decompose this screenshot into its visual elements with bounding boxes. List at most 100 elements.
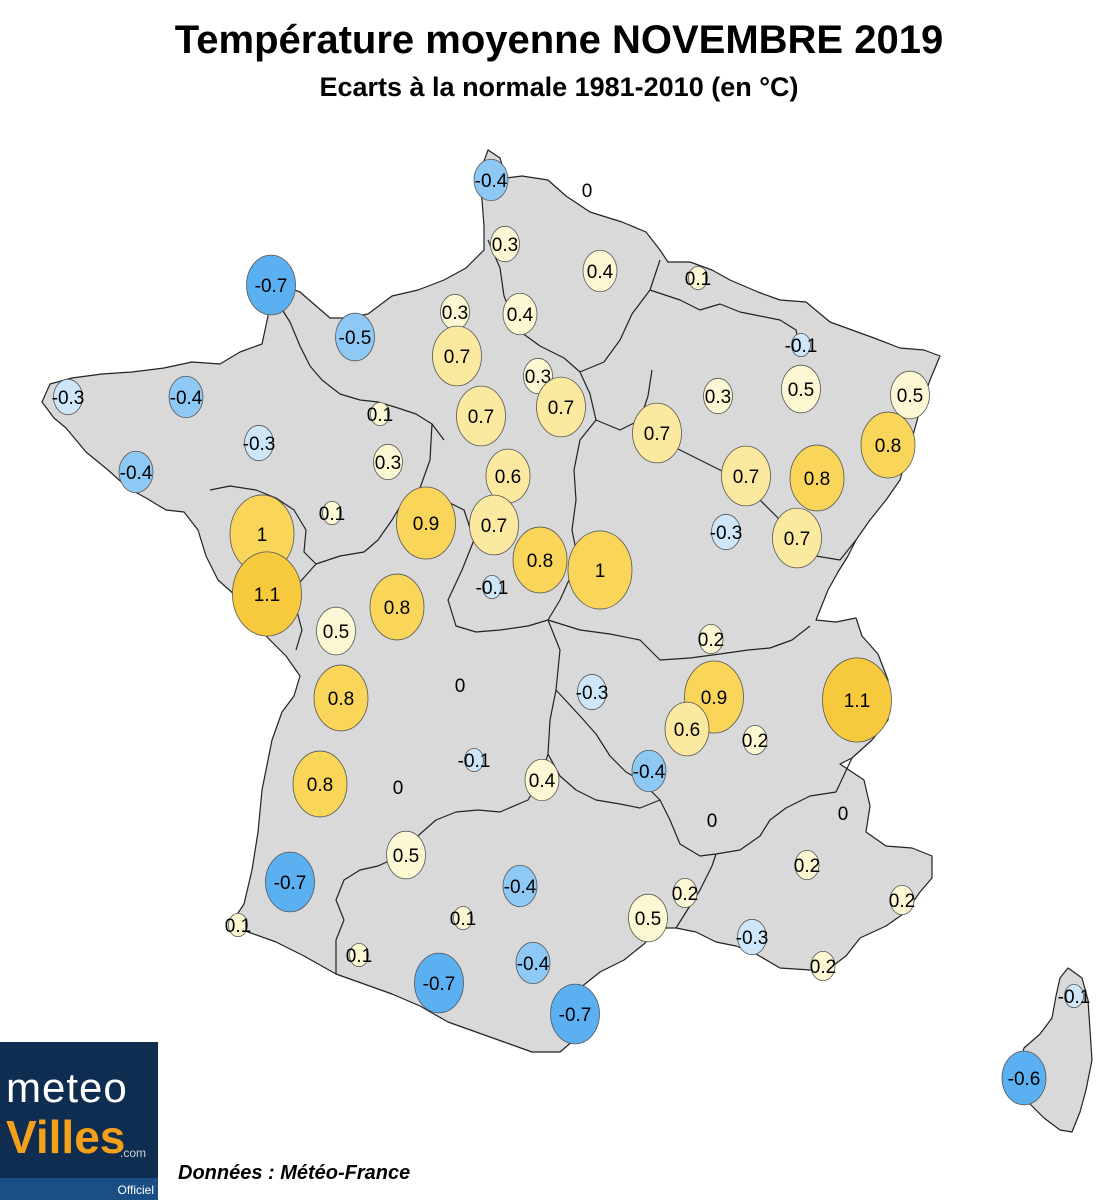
station-marker: 0	[707, 811, 718, 832]
station-value-label: -0.1	[785, 336, 818, 357]
station-bubble	[453, 906, 473, 930]
station-bubble	[118, 450, 154, 494]
station-marker: 1	[567, 530, 633, 610]
station-bubble	[265, 851, 315, 913]
station-value-label: -0.3	[736, 928, 769, 949]
station-bubble	[721, 445, 771, 507]
station-marker: -0.7	[550, 983, 600, 1045]
station-marker: 1.1	[822, 657, 892, 743]
station-marker: 0.2	[889, 884, 915, 916]
station-marker: 0.7	[469, 494, 519, 556]
station-value-label: 0.7	[468, 407, 494, 428]
station-marker: 0.5	[890, 370, 930, 420]
station-value-label: 0.2	[810, 957, 836, 978]
station-bubble	[737, 918, 767, 956]
station-marker: -0.7	[265, 851, 315, 913]
station-value-label: 0.1	[319, 504, 345, 525]
station-bubble	[386, 830, 426, 880]
station-bubble	[53, 378, 83, 416]
mainland-france	[41, 149, 941, 1053]
station-bubble	[502, 292, 538, 336]
station-value-label: 0.8	[875, 436, 901, 457]
station-bubble	[432, 325, 482, 387]
station-bubble	[414, 952, 464, 1014]
station-value-label: 0.7	[644, 424, 670, 445]
station-bubble	[396, 486, 456, 560]
station-marker: 0	[582, 181, 593, 202]
station-value-label: 0.7	[784, 529, 810, 550]
station-bubble	[292, 750, 348, 818]
station-bubble	[810, 950, 836, 982]
station-bubble	[550, 983, 600, 1045]
logo-meteo-text: meteo	[6, 1064, 128, 1111]
station-value-label: 0.1	[346, 946, 372, 967]
station-bubble	[456, 385, 506, 447]
station-bubble	[632, 402, 682, 464]
station-value-label: -0.7	[559, 1005, 592, 1026]
station-value-label: 0.2	[794, 856, 820, 877]
station-value-label: -0.7	[255, 276, 288, 297]
station-value-label: -0.4	[170, 388, 203, 409]
station-marker: -0.4	[502, 864, 538, 908]
station-bubble	[711, 513, 741, 551]
station-marker: 0.3	[440, 293, 470, 331]
station-marker: 0.2	[698, 623, 724, 655]
map-title: Température moyenne NOVEMBRE 2019	[174, 18, 944, 62]
station-bubble	[524, 758, 560, 802]
station-marker: 0.5	[781, 364, 821, 414]
station-value-label: 0.8	[384, 598, 410, 619]
station-bubble	[703, 377, 733, 415]
station-value-label: 0.6	[674, 720, 700, 741]
station-marker: 0.7	[632, 402, 682, 464]
station-value-label: 0.5	[323, 622, 349, 643]
station-markers: -0.4 0 0.3 0.4 -0.7 0.1 -0.5 0.3 0.4 -0.1 0.7 0.3 0.…	[52, 158, 1090, 1106]
station-bubble	[889, 884, 915, 916]
station-marker: -0.1	[476, 575, 508, 599]
station-value-label: 0.9	[701, 688, 727, 709]
station-marker: -0.4	[168, 375, 204, 419]
station-value-label: 1	[595, 561, 606, 582]
station-bubble	[464, 748, 484, 772]
station-value-label: 0.8	[804, 469, 830, 490]
station-marker: -0.3	[576, 673, 608, 711]
station-bubble	[1001, 1050, 1047, 1106]
station-bubble	[742, 724, 768, 756]
station-value-label: 0.1	[367, 405, 393, 426]
station-value-label: 1.1	[844, 691, 870, 712]
station-bubble	[502, 864, 538, 908]
station-value-label: 0.7	[733, 467, 759, 488]
station-value-label: 0.4	[507, 305, 534, 326]
station-marker: 0.5	[628, 893, 668, 943]
station-marker: 0.2	[810, 950, 836, 982]
meteovilles-logo[interactable]: meteo Villes .com Officiel	[0, 1042, 158, 1200]
station-bubble	[313, 664, 369, 732]
station-value-label: -0.5	[339, 328, 372, 349]
station-value-label: 0.4	[529, 771, 556, 792]
station-value-label: 1.1	[254, 585, 280, 606]
station-bubble	[822, 657, 892, 743]
station-marker: -0.4	[631, 749, 667, 793]
map-subtitle: Ecarts à la normale 1981-2010 (en °C)	[319, 72, 799, 102]
station-bubble	[791, 333, 811, 357]
station-marker: 0.8	[292, 750, 348, 818]
station-bubble	[473, 158, 509, 202]
station-bubble	[482, 575, 502, 599]
station-marker: 0.9	[396, 486, 456, 560]
station-value-label: 0.8	[328, 689, 354, 710]
logo-com-text: .com	[120, 1146, 147, 1160]
station-marker: 0.8	[789, 444, 845, 512]
station-marker: 0.7	[432, 325, 482, 387]
station-value-label: -0.1	[458, 751, 491, 772]
station-marker: 0.8	[313, 664, 369, 732]
station-value-label: 0	[838, 804, 849, 825]
station-bubble	[794, 849, 820, 881]
station-marker: -0.4	[118, 450, 154, 494]
logo-officiel-text: Officiel	[117, 1183, 154, 1197]
station-bubble	[672, 877, 698, 909]
station-bubble	[246, 254, 296, 316]
station-marker: 0.7	[772, 507, 822, 569]
station-marker: 0.7	[721, 445, 771, 507]
station-value-label: 0.2	[742, 731, 768, 752]
station-value-label: 0	[455, 676, 466, 697]
